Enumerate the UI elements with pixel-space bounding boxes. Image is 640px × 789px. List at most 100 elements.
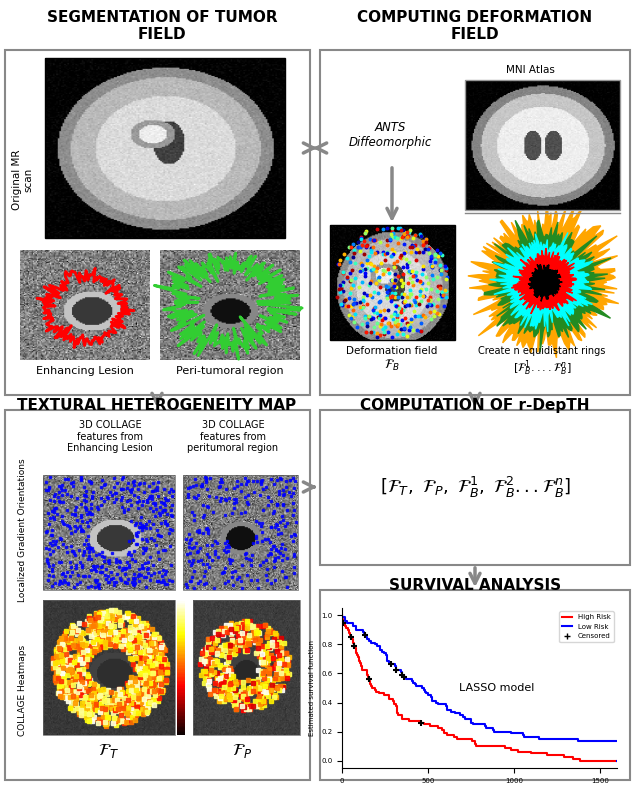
Bar	[177, 692, 185, 694]
Polygon shape	[468, 203, 619, 358]
Low Risk	[383, 651, 390, 660]
Bar	[320, 50, 630, 395]
High Risk	[338, 611, 346, 620]
Text: $\mathcal{F}_B$: $\mathcal{F}_B$	[384, 358, 400, 373]
Bar	[177, 627, 185, 628]
Bar	[177, 662, 185, 664]
Polygon shape	[511, 248, 577, 314]
Bar	[177, 630, 185, 631]
Bar	[320, 590, 630, 780]
Bar	[177, 732, 185, 734]
Bar	[177, 698, 185, 700]
Bar	[177, 709, 185, 711]
Bar	[177, 727, 185, 728]
Bar	[177, 658, 185, 660]
Text: TEXTURAL HETEROGENEITY MAP: TEXTURAL HETEROGENEITY MAP	[17, 398, 296, 413]
Line: High Risk: High Risk	[342, 615, 617, 761]
Bar	[177, 635, 185, 637]
Bar	[177, 609, 185, 611]
Bar	[177, 716, 185, 717]
Polygon shape	[490, 233, 593, 332]
Bar	[320, 410, 630, 565]
Low Risk	[338, 611, 346, 620]
Bar	[177, 604, 185, 605]
Bar	[177, 634, 185, 635]
Bar	[177, 711, 185, 712]
Bar	[177, 731, 185, 732]
Bar	[177, 600, 185, 601]
Bar	[177, 653, 185, 654]
High Risk	[613, 756, 621, 765]
Bar	[177, 675, 185, 677]
Bar	[177, 705, 185, 707]
Bar	[177, 723, 185, 724]
Bar	[177, 623, 185, 624]
Bar	[177, 720, 185, 722]
Bar	[43, 600, 175, 735]
Bar	[177, 616, 185, 618]
Bar	[465, 80, 620, 210]
Bar	[177, 665, 185, 666]
Text: Enhancing Lesion: Enhancing Lesion	[36, 366, 134, 376]
Bar	[177, 660, 185, 661]
Bar	[177, 679, 185, 681]
Polygon shape	[484, 220, 611, 352]
Low Risk	[613, 756, 621, 765]
Bar	[177, 646, 185, 647]
Bar	[177, 704, 185, 705]
Bar	[177, 651, 185, 653]
Bar	[177, 643, 185, 645]
Bar	[177, 638, 185, 639]
Bar	[177, 688, 185, 689]
Bar	[177, 650, 185, 652]
Bar	[177, 734, 185, 735]
Text: MNI Atlas: MNI Atlas	[506, 65, 554, 75]
Bar	[177, 707, 185, 708]
Bar	[177, 666, 185, 667]
Bar	[177, 605, 185, 607]
Line: Low Risk: Low Risk	[342, 615, 640, 761]
Bar	[177, 719, 185, 720]
Low Risk	[507, 729, 515, 739]
Bar	[177, 641, 185, 643]
Bar	[177, 654, 185, 656]
Bar	[177, 684, 185, 685]
Bar	[177, 713, 185, 715]
Bar	[177, 671, 185, 673]
Bar	[177, 626, 185, 627]
Bar	[177, 721, 185, 723]
Text: $[\mathcal{F}_B^1....\mathcal{F}_B^n]$: $[\mathcal{F}_B^1....\mathcal{F}_B^n]$	[513, 358, 572, 378]
Bar	[5, 50, 310, 395]
Bar	[177, 728, 185, 730]
Bar	[43, 475, 175, 590]
Bar	[177, 631, 185, 633]
Bar	[177, 726, 185, 727]
Bar	[177, 614, 185, 615]
Bar	[177, 639, 185, 641]
Bar	[177, 620, 185, 622]
Bar	[177, 681, 185, 682]
High Risk	[355, 653, 362, 662]
Bar	[177, 647, 185, 649]
Bar	[177, 611, 185, 612]
Bar	[177, 694, 185, 696]
Bar	[177, 690, 185, 692]
Bar	[177, 618, 185, 619]
Bar	[177, 624, 185, 626]
Text: Create n equidistant rings: Create n equidistant rings	[478, 346, 605, 356]
High Risk	[440, 729, 448, 739]
Bar	[177, 696, 185, 697]
Text: LASSO model: LASSO model	[459, 683, 534, 693]
Text: 3D COLLAGE
features from
peritumoral region: 3D COLLAGE features from peritumoral reg…	[188, 420, 278, 453]
Bar	[177, 607, 185, 608]
Bar	[177, 673, 185, 675]
Bar	[193, 600, 300, 735]
Bar	[177, 628, 185, 630]
Text: 3D COLLAGE
features from
Enhancing Lesion: 3D COLLAGE features from Enhancing Lesio…	[67, 420, 153, 453]
Bar	[177, 701, 185, 703]
Bar	[177, 660, 185, 662]
High Risk	[577, 756, 584, 765]
Bar	[177, 685, 185, 686]
Bar	[177, 612, 185, 614]
Text: Original MR
scan: Original MR scan	[12, 150, 34, 210]
